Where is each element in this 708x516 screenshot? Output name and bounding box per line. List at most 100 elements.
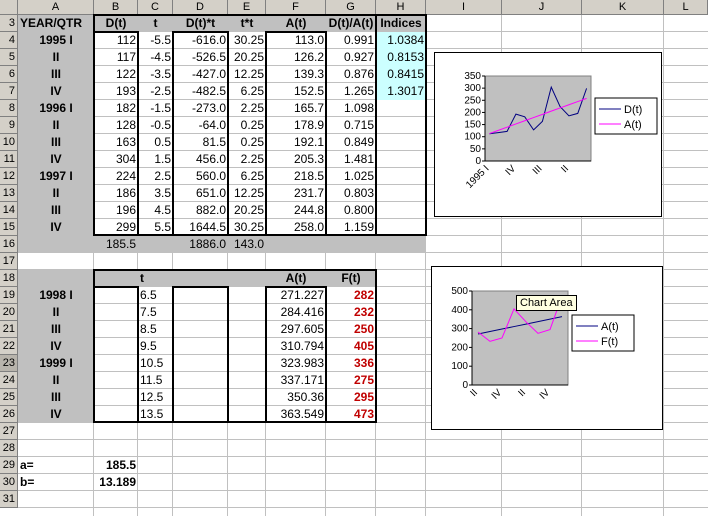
total-cell[interactable]: 143.0 — [233, 237, 264, 251]
data-cell[interactable]: 122 — [115, 67, 136, 81]
data-cell[interactable]: 232 — [353, 305, 374, 319]
data-cell[interactable]: 6.25 — [240, 169, 264, 183]
row-header-15[interactable]: 15 — [0, 219, 18, 236]
row-header-31[interactable]: 31 — [0, 491, 18, 508]
data-cell[interactable]: 8.5 — [140, 322, 157, 336]
column-label[interactable]: A(t) — [285, 16, 307, 30]
data-cell[interactable]: 10.5 — [140, 356, 164, 370]
data-cell[interactable]: 182 — [115, 101, 136, 115]
row-header-6[interactable]: 6 — [0, 66, 18, 83]
data-cell[interactable]: 30.25 — [233, 33, 264, 47]
row-header-8[interactable]: 8 — [0, 100, 18, 117]
column-header-G[interactable]: G — [326, 0, 376, 15]
data-cell[interactable]: 456.0 — [195, 152, 226, 166]
data-cell[interactable]: 350.36 — [287, 390, 324, 404]
row-header-10[interactable]: 10 — [0, 134, 18, 151]
data-cell[interactable]: 0.5 — [154, 135, 171, 149]
period-label[interactable]: II — [52, 118, 60, 132]
data-cell[interactable]: 560.0 — [195, 169, 226, 183]
data-cell[interactable]: 405 — [353, 339, 374, 353]
period-label[interactable]: II — [52, 305, 60, 319]
row-header-24[interactable]: 24 — [0, 372, 18, 389]
data-cell[interactable]: 1.481 — [343, 152, 374, 166]
data-cell[interactable]: 299 — [115, 220, 136, 234]
column-label[interactable]: t*t — [240, 16, 254, 30]
data-cell[interactable]: 250 — [353, 322, 374, 336]
data-cell[interactable]: 113.0 — [294, 33, 324, 47]
data-cell[interactable]: 651.0 — [195, 186, 226, 200]
data-cell[interactable]: 218.5 — [293, 169, 324, 183]
period-label[interactable]: IV — [50, 407, 62, 421]
data-cell[interactable]: 275 — [353, 373, 374, 387]
period-label[interactable]: II — [52, 186, 60, 200]
data-cell[interactable]: 117 — [116, 50, 136, 64]
data-cell[interactable]: 5.5 — [154, 220, 171, 234]
data-cell[interactable]: 196 — [115, 203, 136, 217]
data-cell[interactable]: -5.5 — [150, 33, 171, 47]
data-cell[interactable]: 1.3017 — [387, 84, 424, 98]
column-header-K[interactable]: K — [582, 0, 664, 15]
data-cell[interactable]: 1.159 — [343, 220, 374, 234]
period-label[interactable]: III — [50, 67, 61, 81]
period-label[interactable]: III — [50, 390, 61, 404]
total-cell[interactable]: 1886.0 — [189, 237, 226, 251]
period-label[interactable]: III — [50, 135, 61, 149]
data-cell[interactable]: 205.3 — [293, 152, 324, 166]
data-cell[interactable]: -2.5 — [150, 84, 171, 98]
row-header-16[interactable]: 16 — [0, 236, 18, 253]
data-cell[interactable]: -64.0 — [198, 118, 226, 132]
row-header-29[interactable]: 29 — [0, 457, 18, 474]
chart-a-vs-f[interactable]: 0 100 200 300 400 500 II IV II IV A(t) F(t) — [431, 266, 663, 430]
data-cell[interactable]: 1.0384 — [387, 33, 424, 47]
data-cell[interactable]: 192.1 — [293, 135, 324, 149]
data-cell[interactable]: 163 — [115, 135, 136, 149]
column-header-F[interactable]: F — [266, 0, 326, 15]
period-label[interactable]: 1997 I — [39, 169, 73, 183]
column-label[interactable]: F(t) — [341, 271, 361, 285]
data-cell[interactable]: 11.5 — [140, 373, 163, 387]
row-header-11[interactable]: 11 — [0, 151, 18, 168]
column-label[interactable]: Indices — [380, 16, 422, 30]
data-cell[interactable]: 1.5 — [154, 152, 171, 166]
column-header-J[interactable]: J — [502, 0, 582, 15]
data-cell[interactable]: 12.25 — [233, 186, 264, 200]
data-cell[interactable]: -0.5 — [150, 118, 171, 132]
select-all-corner[interactable] — [0, 0, 18, 15]
total-cell[interactable]: 185.5 — [105, 237, 136, 251]
row-header-22[interactable]: 22 — [0, 338, 18, 355]
data-cell[interactable]: 2.5 — [154, 169, 171, 183]
data-cell[interactable]: 244.8 — [293, 203, 324, 217]
data-cell[interactable]: 473 — [353, 407, 374, 421]
column-header-I[interactable]: I — [426, 0, 502, 15]
data-cell[interactable]: 0.991 — [343, 33, 374, 47]
data-cell[interactable]: 7.5 — [140, 305, 157, 319]
row-header-4[interactable]: 4 — [0, 32, 18, 49]
row-header-25[interactable]: 25 — [0, 389, 18, 406]
column-label[interactable]: t — [140, 271, 144, 285]
period-label[interactable]: IV — [50, 152, 62, 166]
data-cell[interactable]: 81.5 — [202, 135, 226, 149]
row-header-21[interactable]: 21 — [0, 321, 18, 338]
data-cell[interactable]: 152.5 — [293, 84, 324, 98]
data-cell[interactable]: 310.794 — [280, 339, 324, 353]
data-cell[interactable]: 337.171 — [280, 373, 324, 387]
data-cell[interactable]: 295 — [353, 390, 374, 404]
data-cell[interactable]: 30.25 — [233, 220, 264, 234]
column-label[interactable]: D(t) — [105, 16, 127, 30]
row-header-28[interactable]: 28 — [0, 440, 18, 457]
row-header-20[interactable]: 20 — [0, 304, 18, 321]
period-label[interactable]: 1995 I — [39, 33, 73, 47]
data-cell[interactable]: 282 — [353, 288, 374, 302]
param-label[interactable]: a= — [20, 458, 34, 472]
data-cell[interactable]: 304 — [115, 152, 136, 166]
param-value[interactable]: 185.5 — [105, 458, 136, 472]
data-cell[interactable]: 336 — [353, 356, 374, 370]
column-header-H[interactable]: H — [376, 0, 426, 15]
data-cell[interactable]: 0.927 — [343, 50, 374, 64]
data-cell[interactable]: 3.5 — [154, 186, 171, 200]
data-cell[interactable]: 193 — [115, 84, 136, 98]
row-header-23[interactable]: 23 — [0, 355, 18, 372]
period-label[interactable]: IV — [50, 339, 62, 353]
data-cell[interactable]: 12.5 — [140, 390, 164, 404]
column-header-D[interactable]: D — [173, 0, 228, 15]
